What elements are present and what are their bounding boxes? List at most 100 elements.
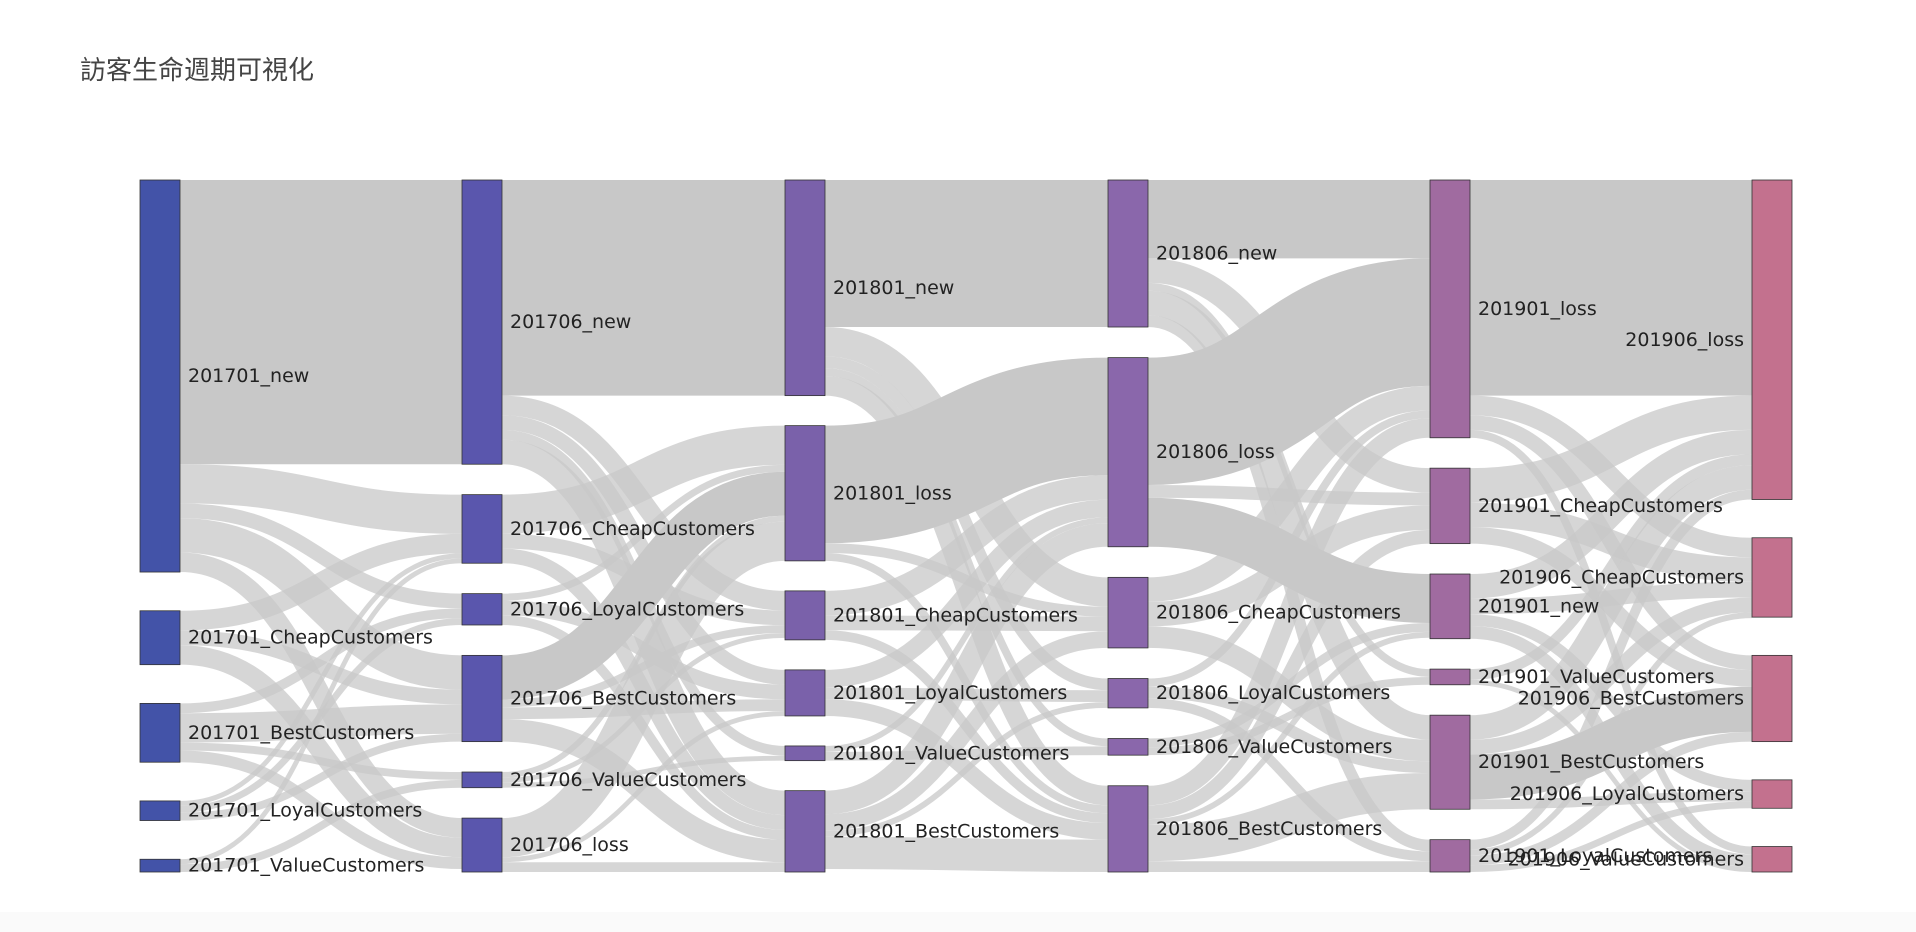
flow-link-201806_LoyalCustomers-to-201901_LoyalCustomers[interactable] xyxy=(1147,698,1431,862)
flow-link-201901_ValueCustomers-to-201906_loss[interactable] xyxy=(1469,454,1753,680)
node-201701_BestCustomers[interactable] xyxy=(139,702,181,763)
node-201806_new[interactable] xyxy=(1107,179,1149,328)
flow-link-201806_loss-to-201901_loss[interactable] xyxy=(1146,258,1432,486)
flow-link-201706_new-to-201801_BestCustomers[interactable] xyxy=(501,439,786,816)
flow-link-201701_new-to-201706_BestCustomers[interactable] xyxy=(179,518,463,690)
node-201701_CheapCustomers[interactable] xyxy=(139,610,181,666)
flow-link-201801_BestCustomers-to-201806_LoyalCustomers[interactable] xyxy=(824,702,1109,837)
node-201906_BestCustomers[interactable] xyxy=(1751,654,1793,743)
flow-link-201806_ValueCustomers-to-201901_ValueCustomers[interactable] xyxy=(1147,676,1431,756)
node-label-201906_BestCustomers: 201906_BestCustomers xyxy=(1518,687,1744,709)
node-201906_ValueCustomers[interactable] xyxy=(1751,846,1793,873)
flow-link-201806_CheapCustomers-to-201901_CheapCustomers[interactable] xyxy=(1147,505,1431,627)
flow-link-201901_BestCustomers-to-201906_loss[interactable] xyxy=(1469,465,1753,740)
flow-link-201701_new-to-201706_CheapCustomers[interactable] xyxy=(179,464,463,534)
flow-link-201806_CheapCustomers-to-201901_BestCustomers[interactable] xyxy=(1147,626,1431,762)
node-201906_LoyalCustomers[interactable] xyxy=(1751,779,1793,809)
node-201806_LoyalCustomers[interactable] xyxy=(1107,678,1149,709)
flow-link-201901_ValueCustomers-to-201906_ValueCustomers[interactable] xyxy=(1469,679,1753,873)
flow-link-201806_BestCustomers-to-201901_loss[interactable] xyxy=(1147,418,1431,806)
flow-link-201701_BestCustomers-to-201706_LoyalCustomers[interactable] xyxy=(179,608,463,714)
node-label-201801_loss: 201801_loss xyxy=(833,482,952,504)
flow-link-201701_CheapCustomers-to-201706_BestCustomers[interactable] xyxy=(179,630,463,705)
flow-link-201801_BestCustomers-to-201806_loss[interactable] xyxy=(824,523,1109,815)
flow-link-201701_LoyalCustomers-to-201706_BestCustomers[interactable] xyxy=(179,733,463,821)
node-201801_LoyalCustomers[interactable] xyxy=(784,669,826,717)
flow-link-201701_LoyalCustomers-to-201706_CheapCustomers[interactable] xyxy=(179,553,463,806)
node-201901_CheapCustomers[interactable] xyxy=(1429,467,1471,545)
flow-link-201701_new-to-201706_loss[interactable] xyxy=(179,552,463,838)
flow-link-201801_BestCustomers-to-201806_CheapCustomers[interactable] xyxy=(824,631,1109,831)
flow-link-201806_BestCustomers-to-201901_CheapCustomers[interactable] xyxy=(1147,529,1431,820)
node-201706_loss[interactable] xyxy=(461,817,503,873)
node-201901_new[interactable] xyxy=(1429,573,1471,640)
flow-link-201901_BestCustomers-to-201906_BestCustomers[interactable] xyxy=(1469,686,1753,800)
flow-link-201801_ValueCustomers-to-201806_loss[interactable] xyxy=(824,517,1109,752)
node-201801_CheapCustomers[interactable] xyxy=(784,590,826,641)
flow-link-201701_BestCustomers-to-201706_loss[interactable] xyxy=(179,750,463,870)
node-201706_new[interactable] xyxy=(461,179,503,465)
node-201906_loss[interactable] xyxy=(1751,179,1793,500)
node-201801_loss[interactable] xyxy=(784,425,826,562)
flow-link-201901_LoyalCustomers-to-201906_CheapCustomers[interactable] xyxy=(1469,612,1753,856)
flow-link-201706_new-to-201801_CheapCustomers[interactable] xyxy=(501,395,786,611)
node-201706_ValueCustomers[interactable] xyxy=(461,771,503,789)
flow-link-201806_new-to-201901_BestCustomers[interactable] xyxy=(1147,290,1431,740)
flow-link-201801_CheapCustomers-to-201806_CheapCustomers[interactable] xyxy=(824,615,1109,632)
flow-link-201701_CheapCustomers-to-201706_CheapCustomers[interactable] xyxy=(179,533,463,631)
node-201901_ValueCustomers[interactable] xyxy=(1429,668,1471,686)
node-201901_LoyalCustomers[interactable] xyxy=(1429,839,1471,873)
flow-link-201706_BestCustomers-to-201801_BestCustomers[interactable] xyxy=(501,719,786,863)
flow-link-201701_CheapCustomers-to-201706_loss[interactable] xyxy=(179,645,463,858)
node-201801_ValueCustomers[interactable] xyxy=(784,745,826,762)
node-201806_ValueCustomers[interactable] xyxy=(1107,738,1149,756)
node-201701_LoyalCustomers[interactable] xyxy=(139,800,181,821)
flow-link-201901_CheapCustomers-to-201906_loss[interactable] xyxy=(1469,395,1753,503)
flow-link-201901_new-to-201906_loss[interactable] xyxy=(1469,429,1753,599)
node-201706_BestCustomers[interactable] xyxy=(461,654,503,743)
flow-link-201901_LoyalCustomers-to-201906_loss[interactable] xyxy=(1469,489,1753,850)
flow-link-201801_loss-to-201806_loss[interactable] xyxy=(823,357,1110,544)
flow-link-201806_BestCustomers-to-201901_new[interactable] xyxy=(1147,631,1431,825)
node-201701_new[interactable] xyxy=(139,179,181,573)
node-201901_BestCustomers[interactable] xyxy=(1429,714,1471,810)
flow-link-201901_loss-to-201906_CheapCustomers[interactable] xyxy=(1469,395,1753,558)
flow-link-201806_LoyalCustomers-to-201901_loss[interactable] xyxy=(1147,410,1431,687)
flow-link-201706_loss-to-201801_loss[interactable] xyxy=(500,521,787,858)
node-201706_CheapCustomers[interactable] xyxy=(461,494,503,564)
flow-link-201701_BestCustomers-to-201706_ValueCustomers[interactable] xyxy=(179,742,463,780)
flow-link-201701_ValueCustomers-to-201706_ValueCustomers[interactable] xyxy=(179,779,463,873)
node-201706_LoyalCustomers[interactable] xyxy=(461,593,503,626)
flow-link-201706_loss-to-201801_LoyalCustomers[interactable] xyxy=(501,711,786,863)
flow-link-201901_new-to-201906_LoyalCustomers[interactable] xyxy=(1469,614,1753,792)
flow-link-201801_LoyalCustomers-to-201806_LoyalCustomers[interactable] xyxy=(824,687,1109,703)
flow-link-201701_BestCustomers-to-201706_BestCustomers[interactable] xyxy=(179,704,463,743)
flow-link-201806_CheapCustomers-to-201901_loss[interactable] xyxy=(1147,385,1431,602)
node-201701_ValueCustomers[interactable] xyxy=(139,858,181,873)
flow-link-201806_BestCustomers-to-201901_BestCustomers[interactable] xyxy=(1147,773,1431,862)
flow-link-201706_new-to-201801_LoyalCustomers[interactable] xyxy=(501,415,786,685)
flow-link-201701_ValueCustomers-to-201706_CheapCustomers[interactable] xyxy=(179,558,463,865)
flow-link-201901_LoyalCustomers-to-201906_BestCustomers[interactable] xyxy=(1469,731,1753,866)
flow-link-201901_CheapCustomers-to-201906_CheapCustomers[interactable] xyxy=(1469,502,1753,582)
flow-link-201801_new-to-201806_LoyalCustomers[interactable] xyxy=(824,356,1109,691)
node-201806_BestCustomers[interactable] xyxy=(1107,785,1149,873)
flow-link-201706_LoyalCustomers-to-201801_loss[interactable] xyxy=(501,464,786,601)
node-201801_BestCustomers[interactable] xyxy=(784,790,826,873)
flow-link-201901_loss-to-201906_ValueCustomers[interactable] xyxy=(1469,429,1753,855)
flow-link-201701_new-to-201706_LoyalCustomers[interactable] xyxy=(179,503,463,609)
node-201901_loss[interactable] xyxy=(1429,179,1471,439)
node-201906_CheapCustomers[interactable] xyxy=(1751,537,1793,618)
flow-link-201901_LoyalCustomers-to-201906_LoyalCustomers[interactable] xyxy=(1469,801,1753,873)
flow-link-201801_CheapCustomers-to-201806_loss[interactable] xyxy=(824,475,1109,616)
node-201801_new[interactable] xyxy=(784,179,826,397)
node-label-201906_ValueCustomers: 201906_ValueCustomers xyxy=(1508,848,1744,870)
flow-link-201706_CheapCustomers-to-201801_loss[interactable] xyxy=(501,425,786,534)
node-201806_loss[interactable] xyxy=(1107,357,1149,548)
flow-link-201706_BestCustomers-to-201801_loss[interactable] xyxy=(501,471,786,700)
flow-link-201801_BestCustomers-to-201806_BestCustomers[interactable] xyxy=(824,836,1109,872)
flow-link-201801_LoyalCustomers-to-201806_loss[interactable] xyxy=(824,499,1109,688)
flow-link-201801_ValueCustomers-to-201806_ValueCustomers[interactable] xyxy=(824,746,1109,761)
node-201806_CheapCustomers[interactable] xyxy=(1107,576,1149,649)
flow-link-201706_ValueCustomers-to-201801_ValueCustomers[interactable] xyxy=(501,755,786,788)
